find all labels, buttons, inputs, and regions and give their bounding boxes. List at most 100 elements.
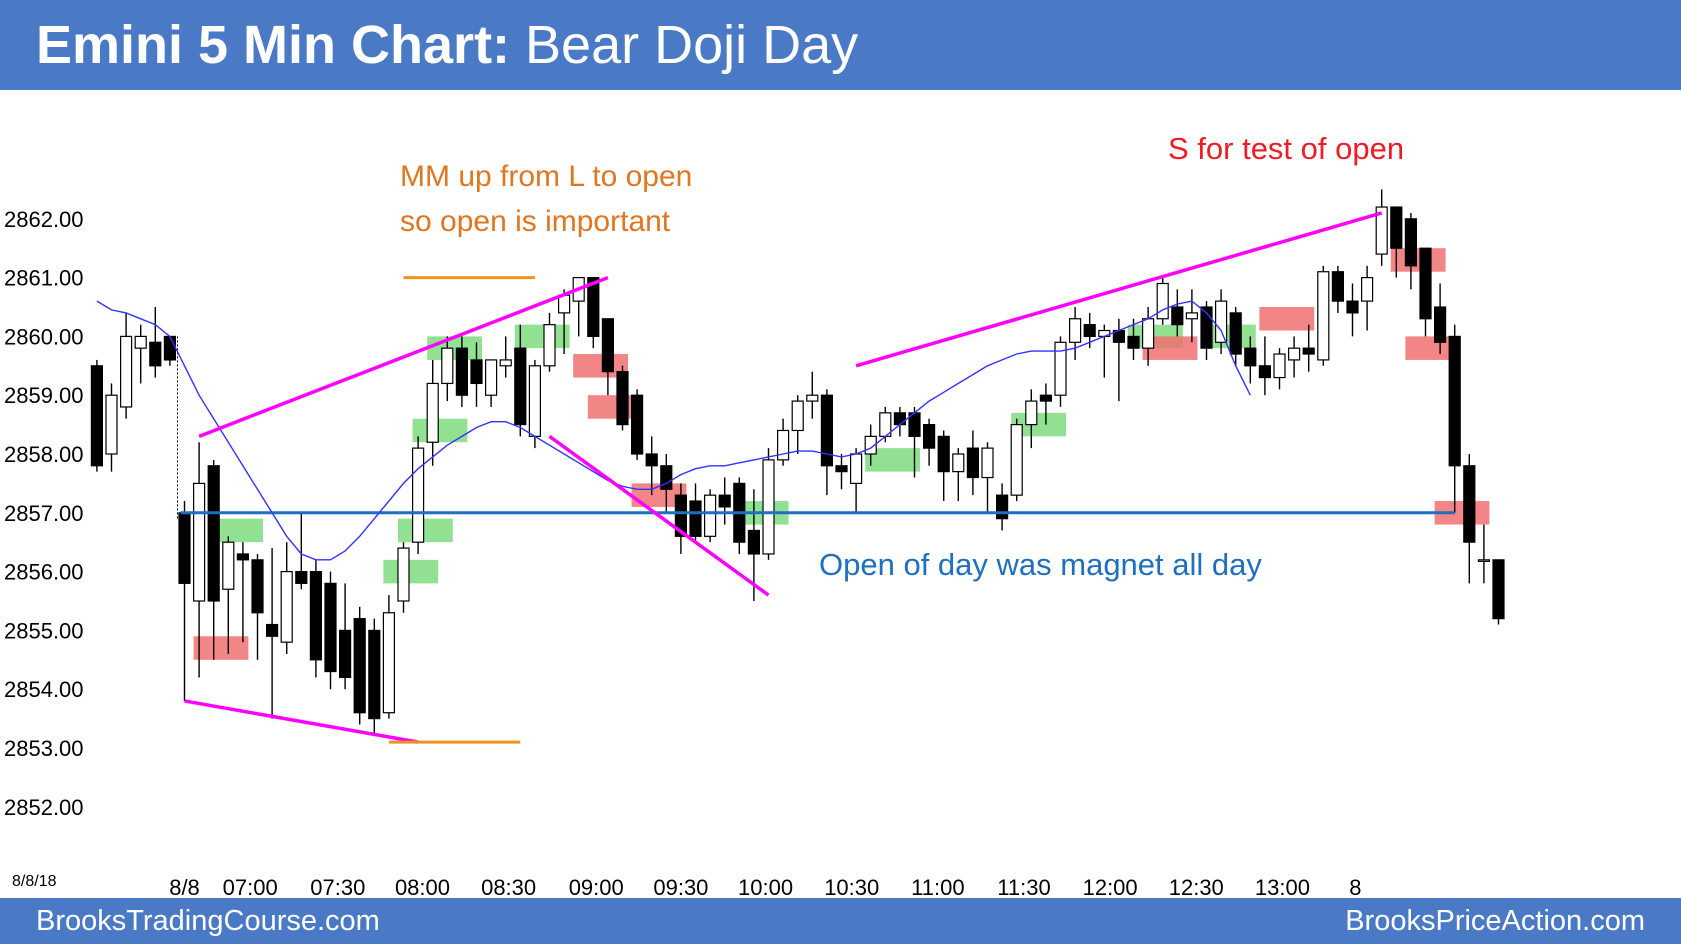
x-tick-label: 12:30 — [1169, 875, 1224, 898]
price-bar — [966, 430, 980, 496]
buy-signal-box — [398, 518, 453, 543]
price-bar — [178, 501, 191, 701]
bar-body — [426, 382, 439, 443]
bar-body — [1214, 300, 1228, 343]
price-bar — [864, 424, 877, 466]
bar-body — [1346, 300, 1359, 314]
sell-signal-box — [1434, 501, 1490, 525]
ema-line — [96, 300, 1251, 561]
y-tick-label: 2857.00 — [4, 501, 84, 526]
bar-body — [806, 394, 819, 402]
footer-right-link[interactable]: BrooksPriceAction.com — [1345, 905, 1645, 937]
x-tick-label: 09:30 — [653, 875, 708, 898]
price-bar — [1360, 265, 1374, 331]
price-bar — [1346, 283, 1359, 337]
y-tick-label: 2854.00 — [4, 677, 84, 702]
price-bar — [630, 389, 644, 460]
y-tick-label: 2861.00 — [4, 266, 84, 291]
bar-body — [1492, 559, 1505, 620]
bar-body — [455, 347, 468, 396]
bar-body — [1375, 206, 1388, 255]
price-bar — [193, 442, 206, 678]
price-bar — [1419, 247, 1432, 337]
price-bar — [339, 583, 352, 690]
price-bar — [1302, 324, 1315, 372]
price-bar — [1229, 307, 1242, 366]
bar-body — [1127, 335, 1140, 349]
price-bar — [1287, 336, 1301, 378]
price-bar — [528, 359, 542, 449]
signal-boxes — [193, 248, 1490, 660]
y-tick-label: 2860.00 — [4, 324, 84, 349]
price-bar — [1185, 289, 1199, 343]
price-bar — [601, 318, 615, 396]
bar-body — [382, 612, 395, 714]
bar-body — [309, 570, 322, 661]
bar-body — [820, 394, 834, 467]
price-bar — [324, 571, 337, 690]
price-bar — [922, 418, 936, 466]
price-bar — [485, 359, 498, 407]
x-tick-label: 10:00 — [738, 875, 793, 898]
bar-body — [703, 494, 717, 537]
price-bar — [937, 430, 950, 502]
bar-body — [207, 465, 220, 602]
price-bar — [703, 489, 717, 543]
price-bar — [1404, 212, 1418, 290]
bar-body — [441, 347, 454, 385]
price-bar — [806, 371, 819, 419]
bar-body — [645, 453, 658, 467]
price-bar — [791, 395, 804, 454]
price-bar — [587, 277, 600, 349]
bar-body — [514, 347, 527, 426]
price-bar — [1317, 265, 1330, 366]
open-annotation: Open of day was magnet all day — [819, 547, 1262, 582]
mm-annotation-line-2: so open is important — [400, 205, 671, 238]
sell-signal-box — [1259, 307, 1315, 331]
bar-body — [368, 629, 381, 720]
y-tick-label: 2859.00 — [4, 383, 84, 408]
price-bar — [1054, 336, 1067, 407]
sell-signal-box — [587, 395, 643, 419]
prior-day-bar — [90, 359, 104, 472]
bar-body — [1156, 282, 1169, 320]
sell-annotation: S for test of open — [1168, 131, 1404, 166]
bar-body — [762, 459, 775, 555]
price-bar — [309, 559, 322, 678]
bar-body — [1244, 347, 1257, 367]
price-bars — [90, 189, 1505, 737]
price-bar — [1375, 189, 1388, 266]
price-bar — [718, 477, 731, 525]
bar-body — [893, 412, 907, 426]
bar-body — [1360, 277, 1374, 302]
price-bar — [1448, 324, 1461, 513]
date-label: 8/8/18 — [12, 873, 57, 890]
trendline — [184, 699, 419, 744]
bar-body — [1229, 312, 1242, 355]
price-bar — [499, 336, 512, 378]
bar-body — [1054, 341, 1067, 396]
price-bar — [397, 542, 410, 613]
footer-left-link[interactable]: BrooksTradingCourse.com — [36, 905, 380, 937]
bar-body — [718, 494, 731, 508]
price-bar — [222, 536, 235, 654]
bar-body — [280, 570, 293, 643]
buy-signal-box — [383, 559, 439, 584]
bar-body — [995, 494, 1009, 520]
price-bar — [1258, 336, 1272, 396]
buy-signal-box — [514, 324, 570, 349]
price-bar — [470, 342, 483, 407]
sell-signal-box — [193, 636, 249, 660]
bar-body — [1025, 400, 1038, 426]
bar-body — [1463, 465, 1476, 543]
price-bar — [762, 448, 775, 560]
price-bar — [820, 389, 834, 496]
bar-body — [776, 429, 790, 461]
bar-body — [1302, 347, 1315, 355]
bar-body — [674, 494, 688, 537]
mm-annotation-line-1: MM up from L to open — [400, 160, 692, 193]
bar-body — [251, 559, 264, 614]
bar-body — [397, 547, 410, 602]
price-bar — [455, 336, 468, 407]
bar-body — [353, 618, 366, 714]
